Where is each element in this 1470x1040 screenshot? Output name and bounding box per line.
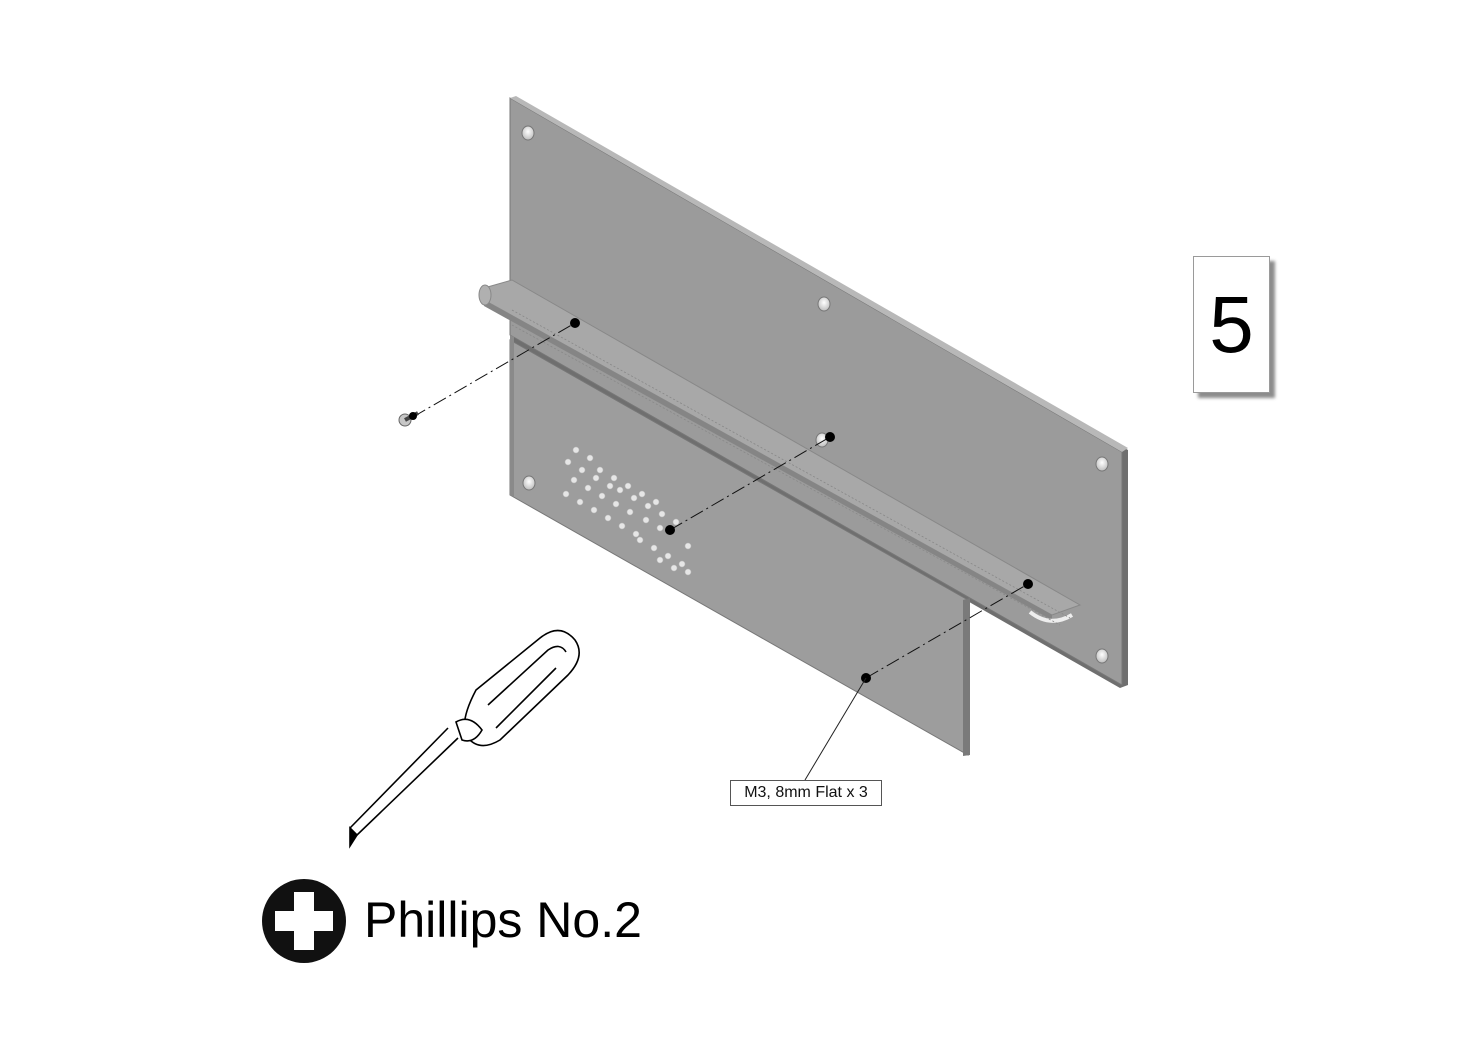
bracket-ledge (478, 279, 1082, 626)
callout-leader (804, 677, 867, 781)
loose-screw (398, 411, 419, 427)
phillips-head-icon (262, 879, 346, 963)
vent-pattern (562, 446, 692, 576)
screw-markers (570, 318, 1033, 683)
step-number: 5 (1193, 256, 1270, 393)
screw-paths (412, 322, 1029, 679)
screwdriver-icon (349, 629, 580, 849)
front-plate (509, 335, 970, 756)
screw-callout-label: M3, 8mm Flat x 3 (730, 780, 882, 806)
tool-label: Phillips No.2 (364, 892, 642, 948)
back-panel (509, 96, 1128, 688)
